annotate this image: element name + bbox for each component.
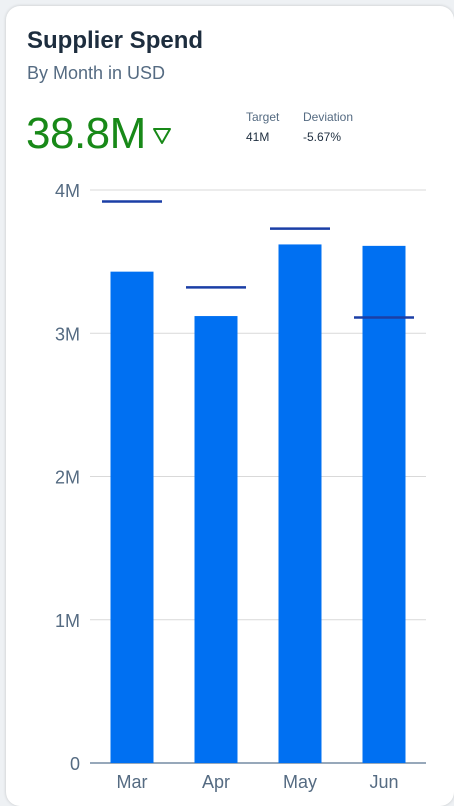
bar-jun [362,245,406,763]
deviation-meta: Deviation -5.67% [303,110,353,144]
bar-mar [110,271,154,763]
kpi-block: 38.8M [26,112,172,156]
y-tick-label: 2M [55,468,80,488]
bar-apr [194,316,238,763]
kpi-value: 38.8M [26,109,146,158]
target-value: 41M [246,130,270,144]
y-tick-label: 3M [55,324,80,344]
x-tick-label: May [283,772,317,792]
triangle-down-outline-icon [152,128,171,144]
target-label: Target [246,110,280,124]
y-tick-label: 1M [55,611,80,631]
bar-chart: 0 1M 2M 3M 4M Mar Apr May Jun [55,181,426,792]
supplier-spend-card[interactable]: Supplier Spend By Month in USD 38.8M Tar… [6,6,454,806]
y-tick-label: 0 [70,754,80,774]
card-subtitle: By Month in USD [27,63,166,83]
x-tick-label: Jun [369,772,398,792]
card-title: Supplier Spend [27,27,204,54]
deviation-label: Deviation [303,110,354,124]
x-tick-label: Mar [117,772,148,792]
target-meta: Target 41M [246,110,279,144]
deviation-value: -5.67% [303,130,342,144]
x-tick-label: Apr [202,772,230,792]
bar-may [278,244,322,763]
y-tick-label: 4M [55,181,80,201]
